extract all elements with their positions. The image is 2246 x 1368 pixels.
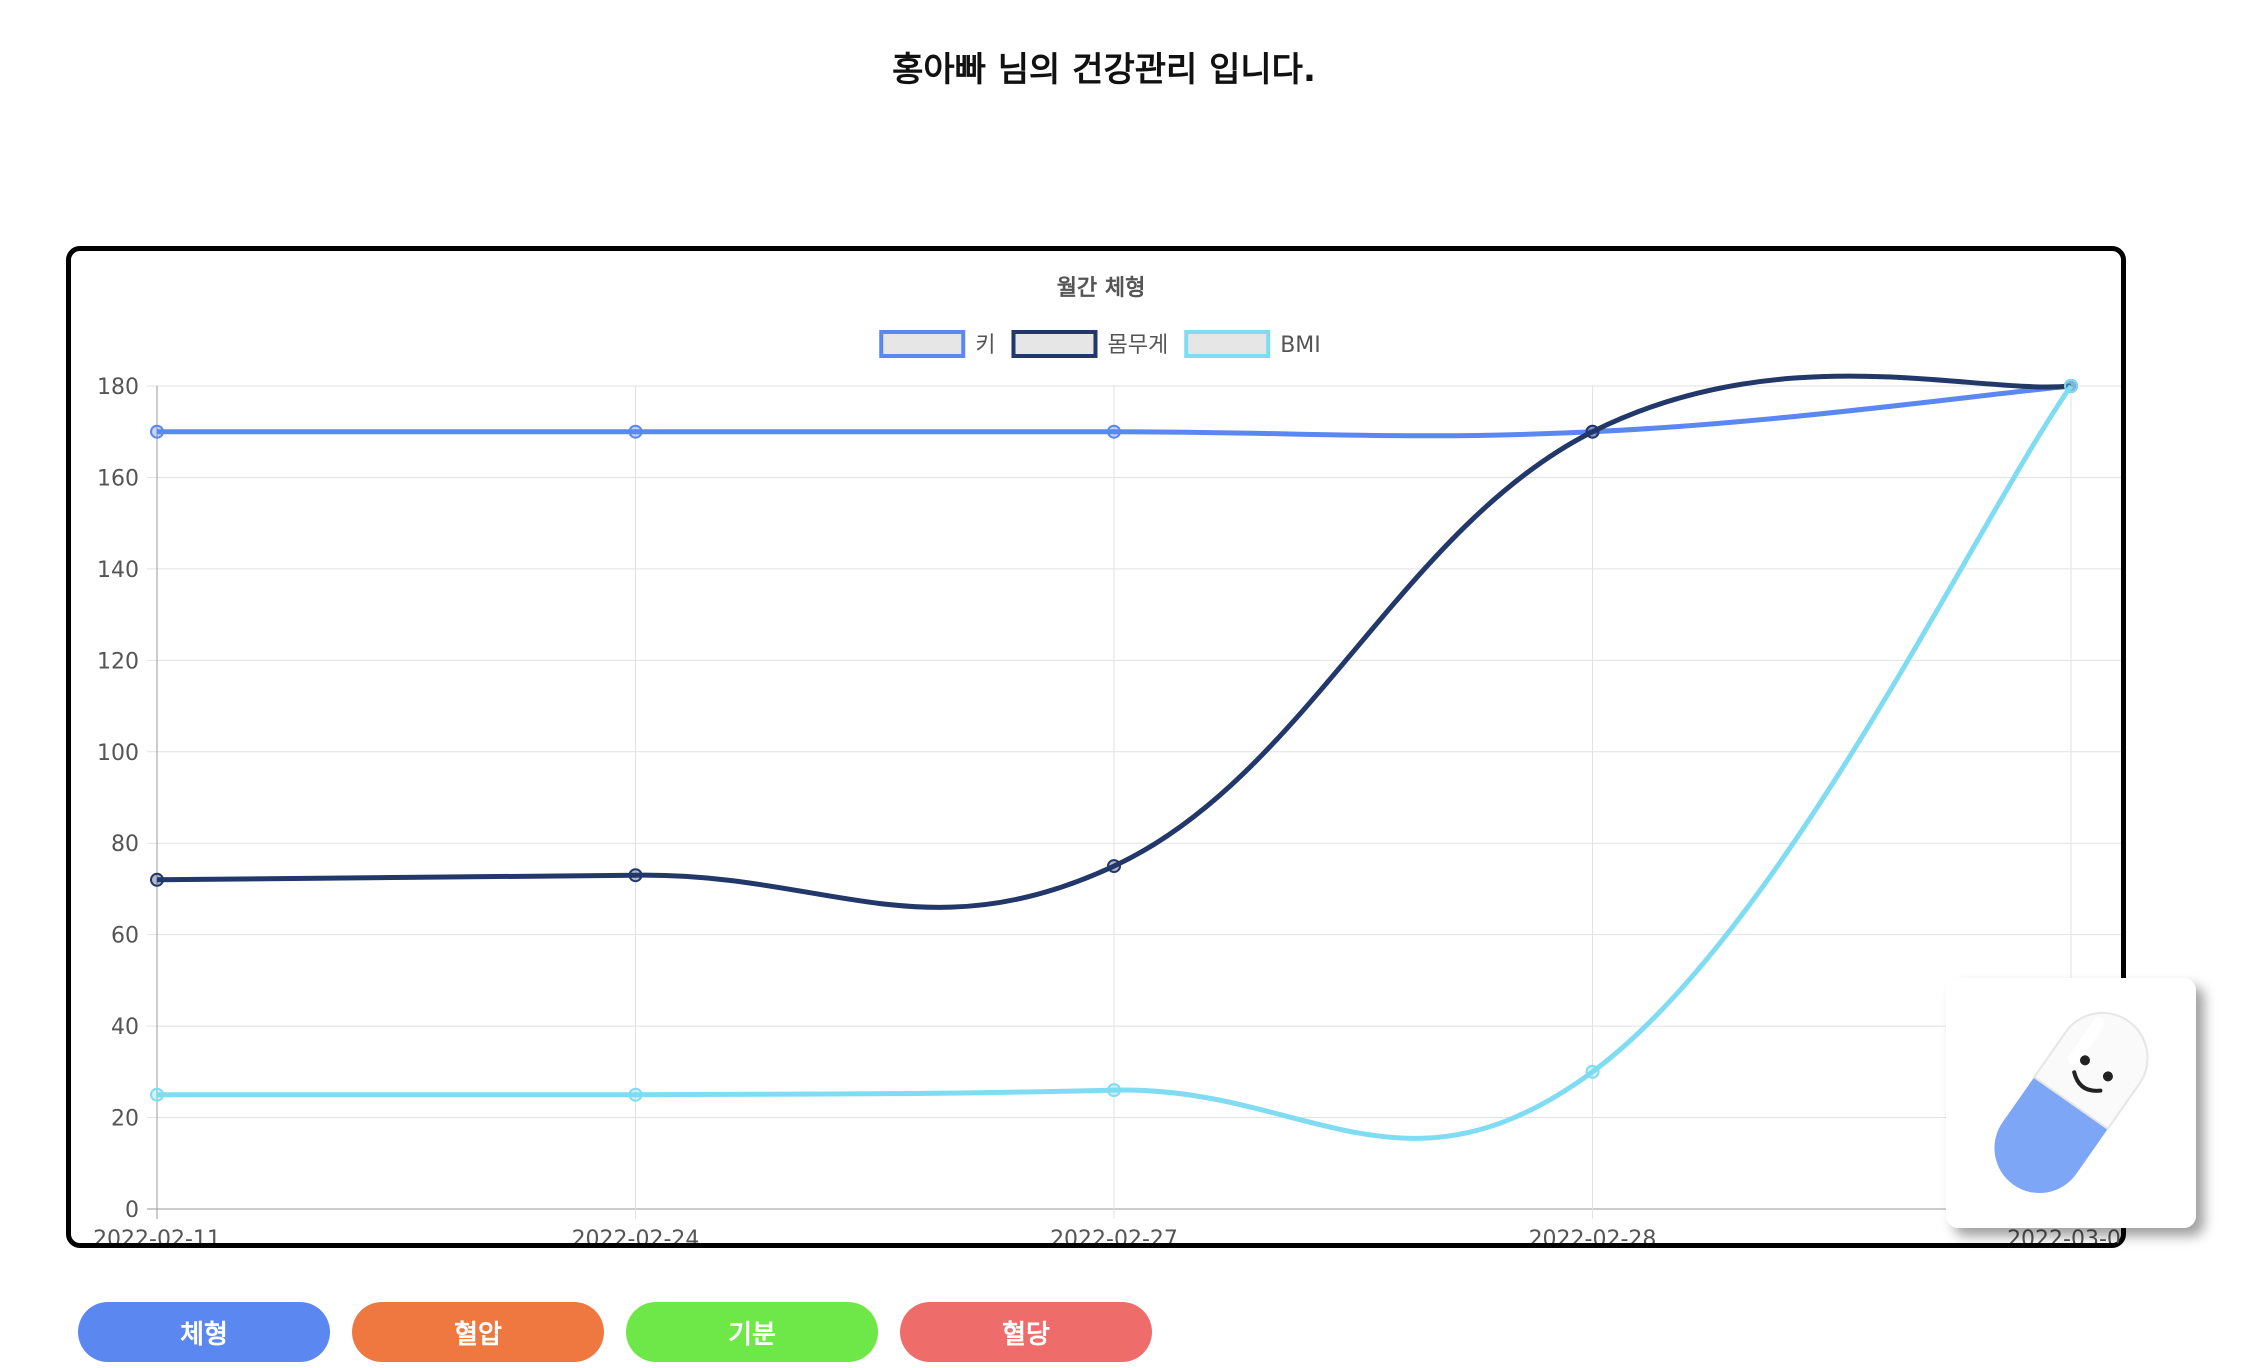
category-button-label: 혈당 [1002, 1319, 1050, 1350]
chart-axes: 0 20 40 60 80 100 120 140 160 180 2022-02-11 2022-0… [93, 375, 2121, 1243]
x-tick-label: 2022-02-28 [1529, 1227, 1657, 1243]
mascot-card[interactable] [1946, 978, 2196, 1228]
x-tick-label: 2022-02-11 [93, 1227, 221, 1243]
y-tick-label: 120 [97, 649, 139, 674]
x-tick-label: 2022-03-03 [2007, 1227, 2121, 1243]
y-tick-label: 160 [97, 466, 139, 491]
data-point [1107, 424, 1121, 439]
y-tick-label: 60 [111, 924, 139, 949]
chart-series [150, 373, 2078, 1141]
line-chart: 월간 체형 0 20 40 60 80 100 120 140 160 180 2022-02-11… [93, 276, 2121, 1243]
legend-swatch[interactable] [879, 330, 966, 358]
data-point [628, 868, 643, 883]
chart-legend[interactable]: 키 몸무게 BMI [879, 330, 1321, 358]
legend-swatch[interactable] [1184, 330, 1271, 358]
x-tick-label: 2022-02-27 [1050, 1227, 1178, 1243]
legend-label[interactable]: 몸무게 [1107, 333, 1168, 358]
data-point [150, 424, 164, 439]
data-point [150, 872, 164, 887]
data-point [1585, 424, 1600, 439]
category-button-label: 체형 [180, 1319, 228, 1350]
series-line [156, 384, 2074, 1141]
series-line [156, 373, 2072, 910]
data-point [628, 424, 643, 439]
category-button[interactable]: 혈당 [900, 1302, 1152, 1362]
legend-label[interactable]: 키 [975, 333, 995, 358]
chart-card: 월간 체형 0 20 40 60 80 100 120 140 160 180 2022-02-11… [66, 246, 2126, 1248]
data-point [150, 1087, 164, 1102]
data-point [1107, 859, 1121, 874]
category-button[interactable]: 체형 [78, 1302, 330, 1362]
legend-label[interactable]: BMI [1280, 333, 1321, 358]
data-point [1107, 1083, 1121, 1098]
category-button-label: 기분 [728, 1319, 776, 1350]
y-tick-label: 100 [97, 741, 139, 766]
pill-mascot-icon [1994, 1011, 2149, 1194]
y-tick-label: 80 [111, 832, 139, 857]
data-point [2064, 379, 2078, 393]
y-tick-label: 180 [97, 375, 139, 400]
data-point [628, 1087, 643, 1102]
legend-swatch[interactable] [1011, 330, 1098, 358]
chart-title: 월간 체형 [1057, 276, 1146, 301]
y-tick-label: 40 [111, 1015, 139, 1040]
data-point [1585, 1064, 1600, 1079]
y-tick-label: 20 [111, 1107, 139, 1132]
series-line [157, 383, 2072, 439]
category-button[interactable]: 혈압 [352, 1302, 604, 1362]
x-tick-label: 2022-02-24 [572, 1227, 700, 1243]
chart-grid [147, 385, 2121, 1219]
y-tick-label: 0 [125, 1198, 139, 1223]
y-tick-label: 140 [97, 558, 139, 583]
category-button[interactable]: 기분 [626, 1302, 878, 1362]
page-title: 홍아빠 님의 건강관리 입니다. [892, 50, 1316, 90]
category-button-label: 혈압 [454, 1319, 502, 1350]
